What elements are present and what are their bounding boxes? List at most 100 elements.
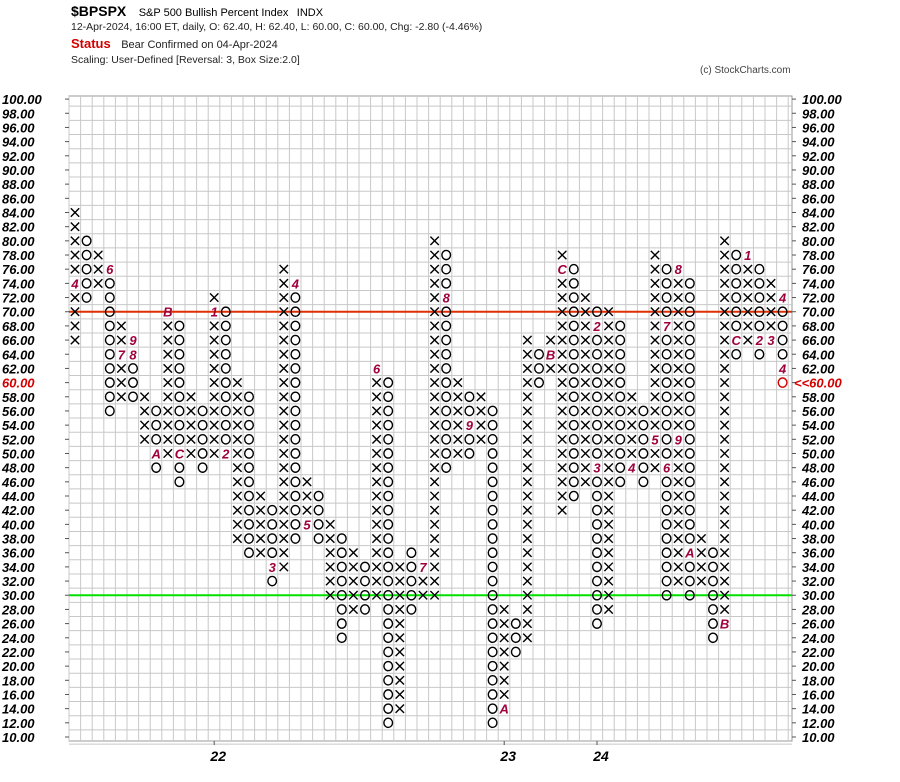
x-box: [453, 434, 463, 445]
o-box: [661, 377, 672, 388]
o-box: [708, 547, 719, 559]
o-box: [568, 490, 579, 502]
y-tick-label-left: 72.00: [2, 291, 35, 306]
o-box: [197, 419, 208, 431]
o-box: [568, 405, 579, 417]
x-box: [627, 392, 637, 402]
x-box: [673, 491, 683, 501]
y-tick-label-right: 86.00: [802, 191, 835, 206]
x-box: [499, 661, 509, 671]
x-box: [279, 307, 289, 317]
o-box: [661, 263, 672, 275]
o-box: [777, 306, 788, 318]
o-box: [661, 561, 672, 573]
o-box: [592, 419, 603, 431]
x-box: [279, 278, 289, 289]
x-box: [673, 278, 683, 289]
o-box: [174, 320, 185, 332]
y-tick-label-right: 26.00: [801, 617, 835, 632]
x-box: [348, 562, 359, 572]
o-box: [615, 363, 626, 374]
o-box: [638, 419, 649, 431]
x-box: [522, 505, 533, 515]
o-box: [510, 618, 521, 629]
o-box: [487, 547, 498, 559]
o-box: [615, 448, 626, 459]
x-box: [371, 590, 382, 600]
y-tick-label-left: 62.00: [2, 361, 35, 376]
o-box: [487, 419, 498, 431]
x-box: [163, 392, 173, 402]
x-box: [116, 321, 127, 331]
o-box: [638, 476, 649, 488]
o-box: [661, 490, 672, 502]
x-box: [232, 519, 243, 530]
x-box: [557, 420, 567, 430]
x-box: [395, 703, 405, 714]
x-box: [580, 392, 591, 402]
month-marker: 4: [627, 461, 636, 476]
y-tick-label-left: 36.00: [2, 546, 35, 561]
o-box: [684, 504, 695, 516]
o-box: [754, 306, 765, 318]
o-box: [592, 348, 603, 360]
x-box: [186, 406, 196, 416]
y-tick-label-left: 70.00: [2, 305, 35, 320]
o-box: [441, 249, 452, 261]
x-box: [603, 562, 614, 572]
o-box: [592, 575, 603, 587]
x-box: [499, 618, 509, 629]
o-box: [174, 476, 185, 488]
x-box: [232, 505, 243, 515]
o-box: [220, 405, 231, 417]
x-box: [650, 335, 660, 345]
x-box: [580, 307, 591, 317]
y-tick-label-left: 40.00: [1, 517, 35, 532]
x-box: [743, 335, 753, 345]
x-box: [719, 448, 730, 459]
y-tick-label-left: 92.00: [2, 149, 35, 164]
x-box: [302, 477, 312, 487]
x-box: [580, 335, 591, 345]
o-box: [441, 434, 452, 445]
x-box: [453, 420, 463, 430]
o-box: [684, 589, 695, 601]
x-box: [279, 491, 289, 501]
x-box: [627, 406, 637, 416]
o-box: [684, 462, 695, 473]
x-box: [116, 335, 127, 345]
o-box: [661, 348, 672, 360]
y-tick-label-right: 96.00: [802, 120, 835, 135]
x-box: [650, 321, 660, 331]
y-tick-label-left: 60.00: [2, 376, 35, 391]
x-box: [580, 406, 591, 416]
o-box: [661, 292, 672, 303]
o-box: [487, 575, 498, 587]
x-box: [766, 292, 776, 303]
x-box: [499, 675, 509, 685]
x-box: [232, 434, 243, 445]
o-box: [754, 292, 765, 303]
x-box: [371, 576, 382, 586]
x-box: [673, 363, 683, 374]
o-box: [383, 476, 394, 488]
o-box: [383, 391, 394, 403]
x-box: [429, 576, 440, 586]
x-box: [522, 604, 533, 615]
x-box: [719, 533, 730, 544]
o-box: [510, 632, 521, 644]
o-box: [568, 320, 579, 332]
x-box: [476, 420, 486, 430]
x-box: [209, 321, 219, 331]
x-box: [580, 377, 591, 388]
y-tick-label-left: 42.00: [1, 503, 35, 518]
month-marker: 9: [466, 418, 474, 433]
x-box: [719, 278, 730, 289]
o-box: [568, 448, 579, 459]
o-box: [336, 575, 347, 587]
x-box: [557, 250, 567, 260]
x-box: [163, 349, 173, 359]
o-box: [243, 419, 254, 431]
x-box: [522, 420, 533, 430]
x-box: [603, 434, 614, 445]
